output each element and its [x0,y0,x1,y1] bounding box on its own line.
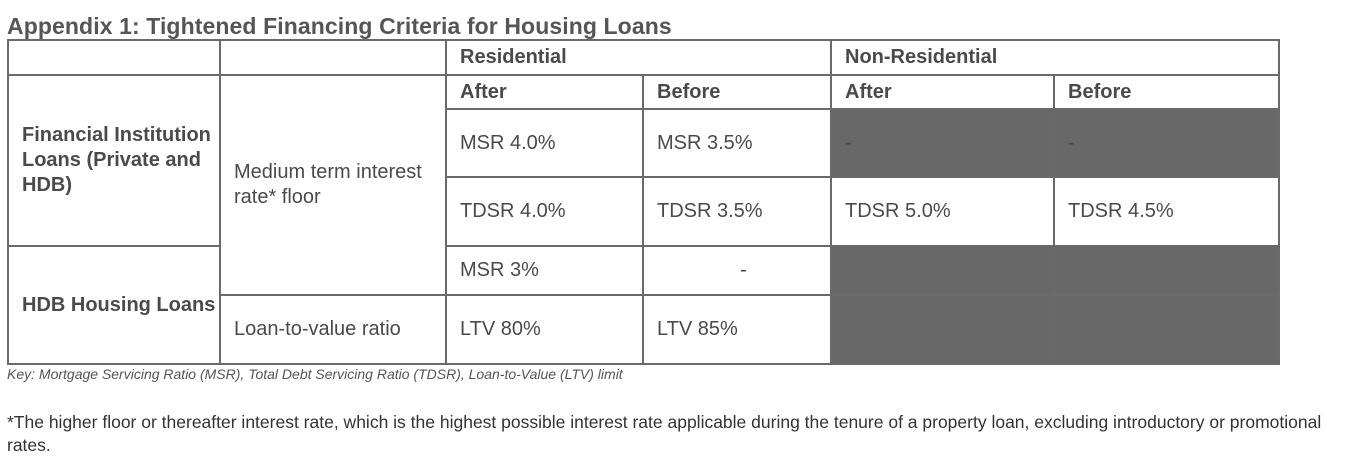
non-residential-before-header: Before [1053,74,1281,110]
msr-before-cell: MSR 3.5% [641,108,833,178]
ltv-before-cell: LTV 85% [641,294,833,365]
fi-loans-row-header: Financial Institution Loans (Private and… [7,74,221,247]
table-row: MSR 4.0% MSR 3.5% - - [8,108,1281,178]
tdsr-nonres-before-cell: TDSR 4.5% [1053,176,1281,247]
table-row: TDSR 4.0% TDSR 3.5% TDSR 5.0% TDSR 4.5% [8,176,1281,247]
table-header-row: Residential Non-Residential [7,39,1281,76]
ltv-after-cell: LTV 80% [445,294,644,365]
financing-criteria-table: Residential Non-Residential Financial In… [7,39,1281,365]
shaded-cell [1053,294,1281,365]
table-row: Loan-to-value ratio LTV 80% LTV 85% [8,294,1281,365]
msr-nonres-after-cell: - [830,108,1056,178]
residential-before-header: Before [641,74,833,110]
footnote: *The higher floor or thereafter interest… [7,412,1322,455]
non-residential-header: Non-Residential [830,39,1281,76]
hdb-msr-after-cell: MSR 3% [445,245,644,296]
ltv-ratio-label: Loan-to-value ratio [219,294,447,365]
residential-after-header: After [445,74,644,110]
shaded-cell [830,245,1056,296]
tdsr-nonres-after-cell: TDSR 5.0% [830,176,1056,247]
msr-after-cell: MSR 4.0% [445,108,644,178]
msr-nonres-before-cell: - [1053,108,1281,178]
table-key-note: Key: Mortgage Servicing Ratio (MSR), Tot… [7,366,623,382]
shaded-cell [1053,245,1281,296]
empty-header-cell [219,39,447,76]
hdb-msr-before-cell: - [641,245,833,296]
residential-header: Residential [444,39,833,76]
hdb-loans-row-header: HDB Housing Loans [7,245,221,365]
table-row: HDB Housing Loans MSR 3% - [7,245,1281,365]
empty-header-cell [7,39,221,76]
medium-term-rate-label: Medium term interest rate* floor [219,74,447,296]
tdsr-before-cell: TDSR 3.5% [641,176,833,247]
page-title: Appendix 1: Tightened Financing Criteria… [7,13,672,39]
tdsr-after-cell: TDSR 4.0% [445,176,644,247]
non-residential-after-header: After [830,74,1056,110]
shaded-cell [830,294,1056,365]
table-subheader-row: Financial Institution Loans (Private and… [7,74,1281,296]
